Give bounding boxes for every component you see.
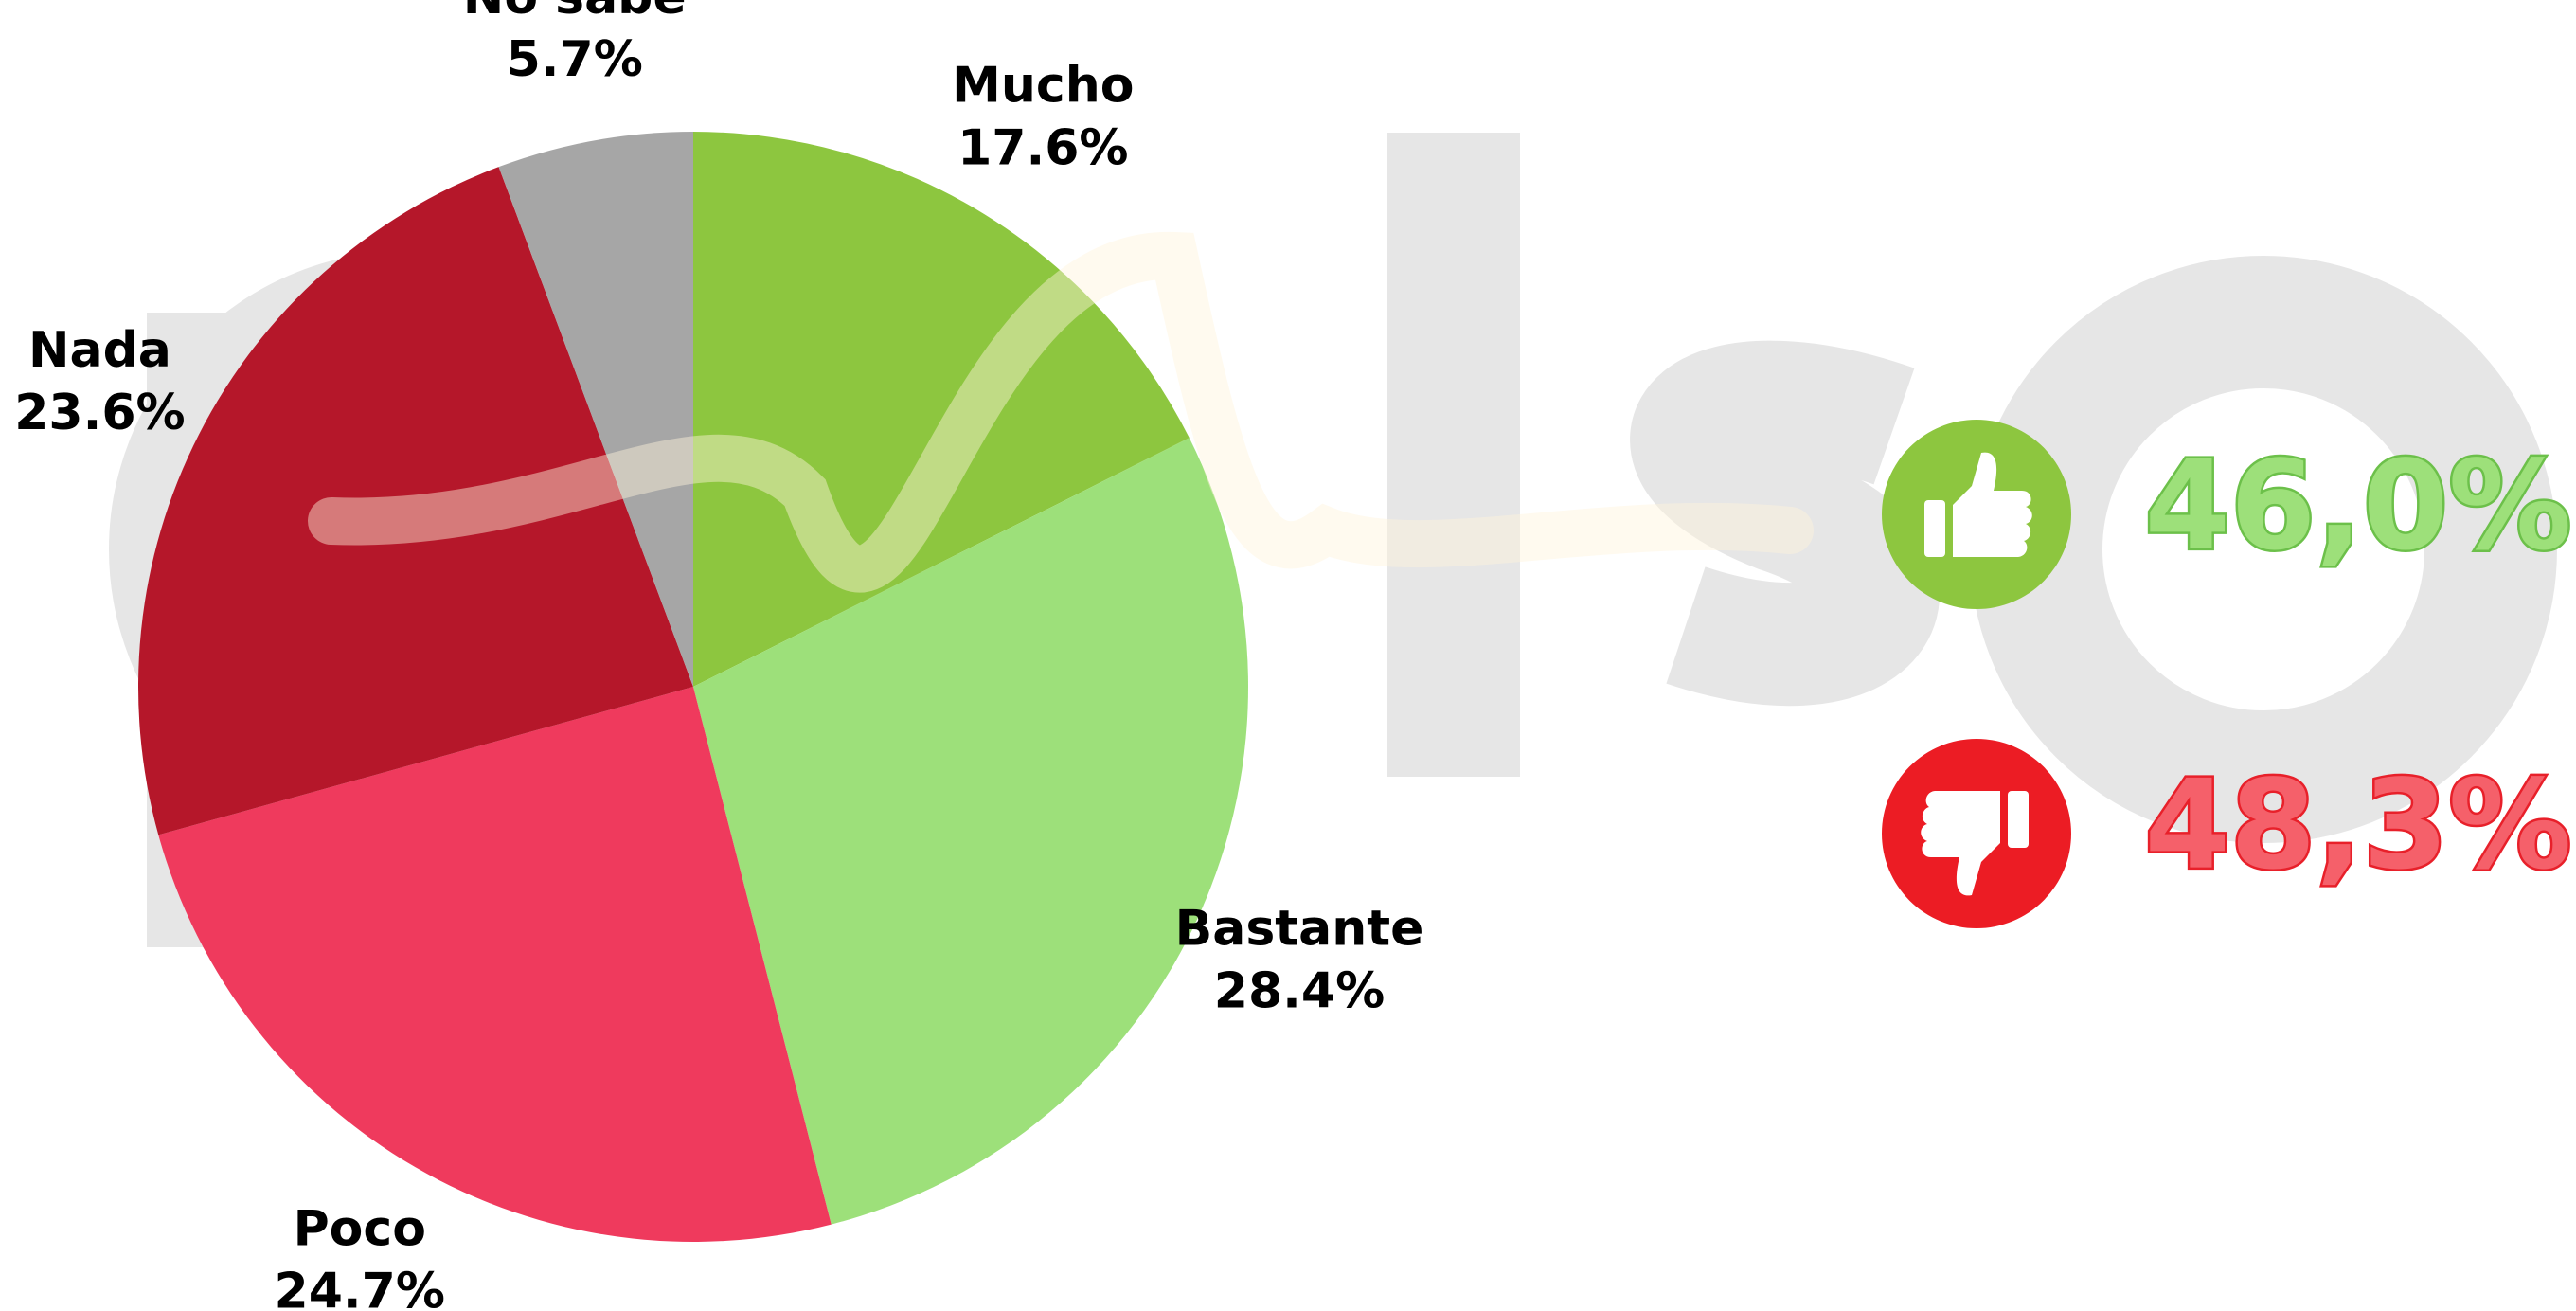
slice-name: Mucho [952,58,1134,115]
pie-slice [158,687,832,1242]
slice-value: 5.7% [507,31,643,88]
watermark-wave [308,231,1814,593]
thumb-hand [1921,791,2000,896]
pie-slice [498,132,693,687]
pie-slice [137,167,693,835]
pie-slice [693,438,1248,1225]
indicator-value: 48,3% [2144,753,2571,897]
thumb-cuff [2008,791,2029,848]
thumb [1921,791,2029,896]
pie-slice [693,132,1190,687]
slice-value: 28.4% [1214,962,1385,1019]
slice-value: 23.6% [14,385,185,441]
thumb-hand [1953,452,2032,557]
slice-name: Poco [294,1201,426,1258]
slice-name: No sabe [463,0,687,26]
slice-name: Bastante [1175,900,1424,957]
thumb-cuff [1924,500,1945,557]
thumb [1924,452,2032,557]
indicator-value: 46,0% [2144,434,2571,578]
slice-value: 24.7% [275,1264,445,1311]
slice-name: Nada [28,322,171,379]
slice-value: 17.6% [957,120,1128,177]
